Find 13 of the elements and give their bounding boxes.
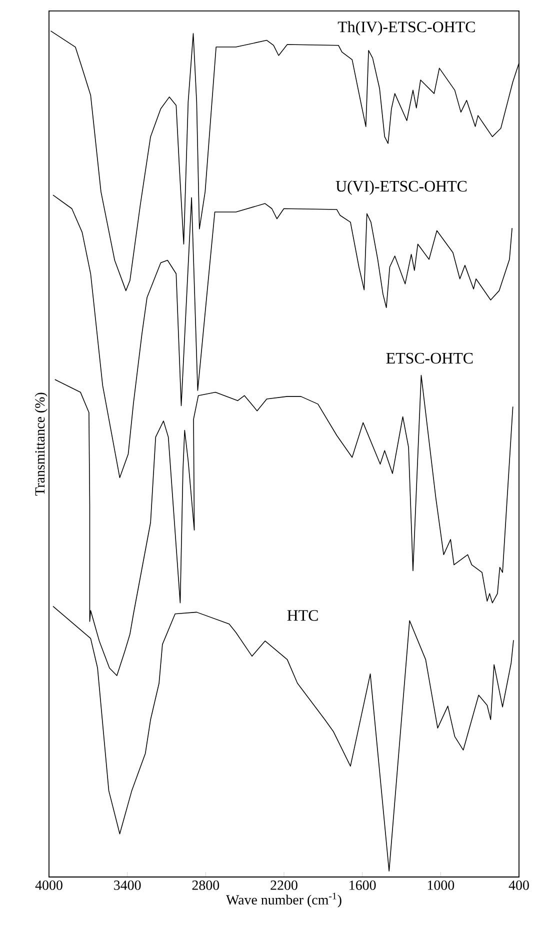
- x-tick-label: 3400: [114, 880, 141, 890]
- x-tick-label: 1000: [428, 880, 454, 890]
- x-tick-label: 2800: [192, 880, 220, 890]
- x-tick-label: 1600: [350, 880, 376, 890]
- y-axis-title: Transmittance (%): [34, 392, 48, 496]
- x-tick-label: 2200: [270, 880, 298, 890]
- x-tick-label: 400: [508, 880, 529, 890]
- series-label: Th(IV)-ETSC-OHTC: [338, 21, 475, 36]
- x-tick-label: 4000: [35, 880, 62, 890]
- x-axis-title: Wave number (cm$^{-1}$): [226, 892, 342, 908]
- series-label: U(VI)-ETSC-OHTC: [336, 180, 467, 195]
- series-label: ETSC-OHTC: [386, 352, 473, 364]
- series-label: HTC: [287, 610, 318, 621]
